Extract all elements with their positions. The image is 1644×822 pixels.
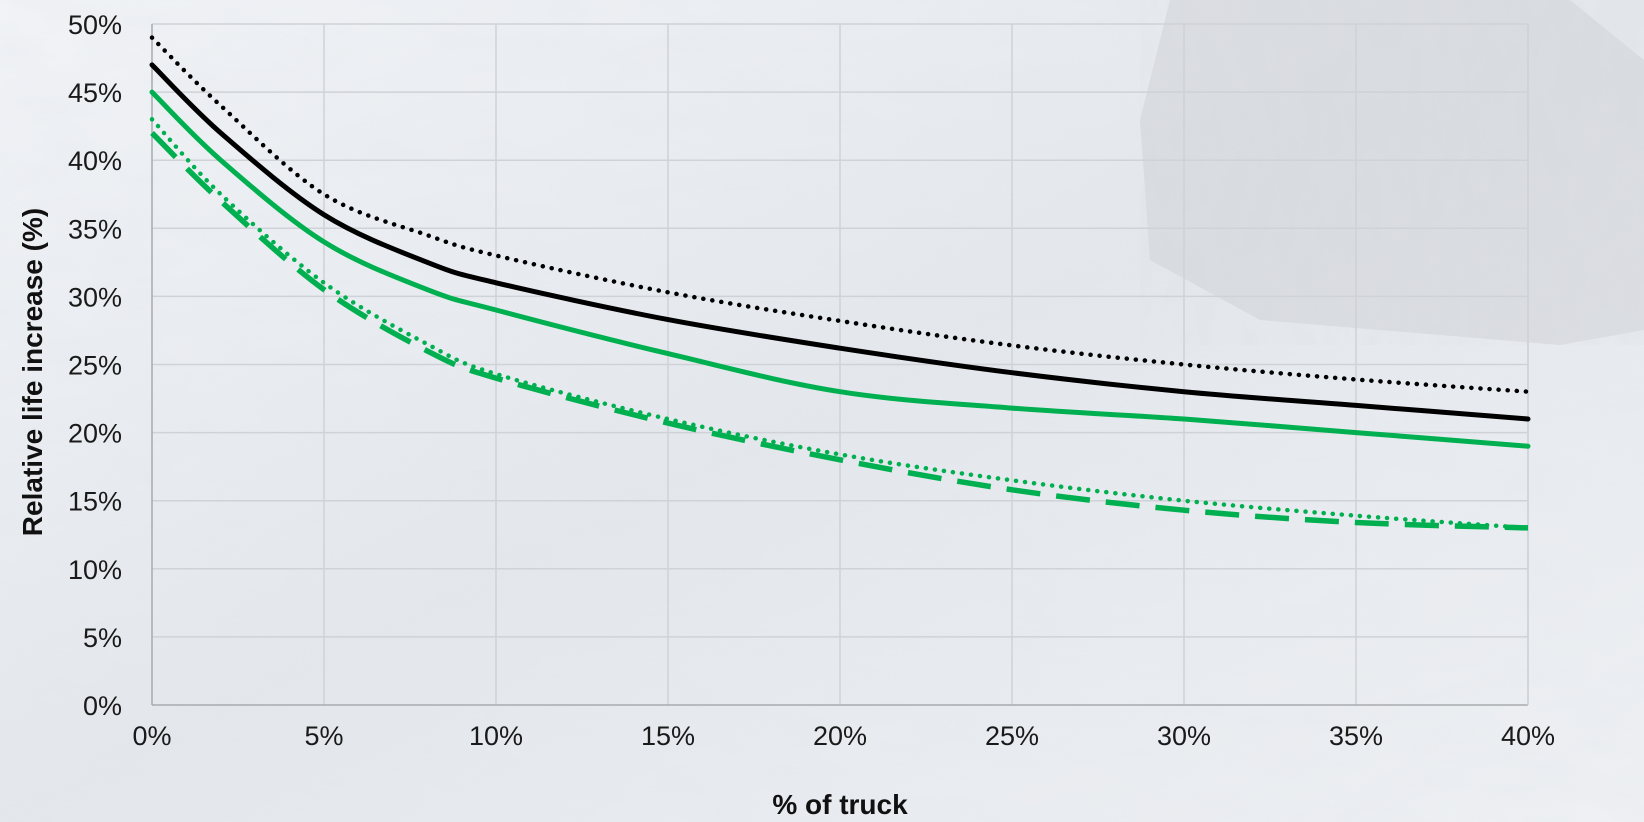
x-tick-label: 15% (641, 721, 695, 751)
y-tick-label: 30% (68, 282, 122, 312)
x-axis-title: % of truck (772, 789, 908, 820)
x-tick-label: 0% (132, 721, 171, 751)
y-tick-labels: 0% 5% 10% 15% 20% 25% 30% 35% 40% 45% 50% (68, 10, 122, 721)
y-tick-label: 40% (68, 146, 122, 176)
y-tick-label: 5% (83, 623, 122, 653)
x-tick-label: 10% (469, 721, 523, 751)
y-axis-title: Relative life increase (%) (17, 208, 48, 536)
x-tick-label: 20% (813, 721, 867, 751)
series-layer (149, 35, 1531, 531)
grid (152, 23, 1529, 705)
y-tick-label: 10% (68, 555, 122, 585)
y-tick-label: 45% (68, 78, 122, 108)
series-line-5 (150, 131, 1529, 531)
axes (151, 24, 1529, 706)
y-tick-label: 35% (68, 214, 122, 244)
y-tick-label: 15% (68, 487, 122, 517)
x-tick-label: 40% (1501, 721, 1555, 751)
y-tick-label: 0% (83, 691, 122, 721)
y-tick-label: 50% (68, 10, 122, 40)
x-tick-label: 5% (304, 721, 343, 751)
series-line-1 (149, 35, 1531, 394)
y-tick-label: 25% (68, 351, 122, 381)
x-tick-label: 25% (985, 721, 1039, 751)
series-line-3 (149, 89, 1531, 449)
x-tick-label: 30% (1157, 721, 1211, 751)
tire-track-texture (1140, 0, 1644, 345)
x-tick-labels: 0% 5% 10% 15% 20% 25% 30% 35% 40% (132, 721, 1555, 751)
series-line-2 (149, 62, 1531, 422)
y-tick-label: 20% (68, 419, 122, 449)
x-tick-label: 35% (1329, 721, 1383, 751)
